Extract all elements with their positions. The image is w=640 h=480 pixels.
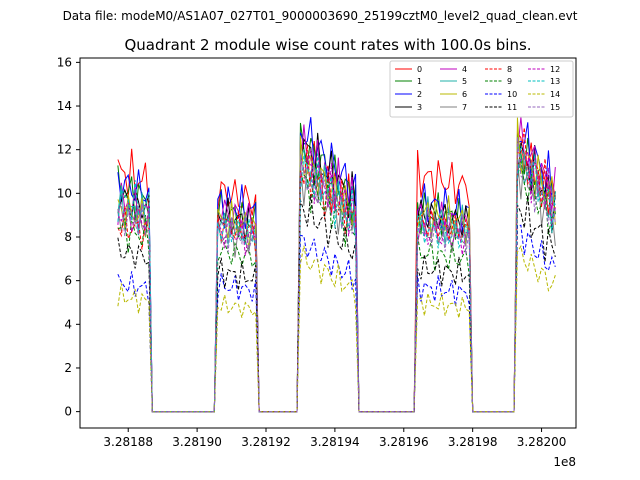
x-offset-label: 1e8 bbox=[553, 455, 576, 469]
legend-label-12: 12 bbox=[550, 65, 560, 74]
legend-label-10: 10 bbox=[507, 90, 517, 99]
y-tick-label: 8 bbox=[64, 230, 72, 244]
y-tick-label: 6 bbox=[64, 274, 72, 288]
x-tick-label: 3.28192 bbox=[241, 435, 291, 449]
legend-label-13: 13 bbox=[550, 77, 560, 86]
legend-label-7: 7 bbox=[462, 103, 467, 112]
chart-title: Quadrant 2 module wise count rates with … bbox=[124, 36, 531, 54]
legend-frame bbox=[389, 60, 574, 118]
x-tick-label: 3.28190 bbox=[172, 435, 222, 449]
legend-label-4: 4 bbox=[462, 65, 467, 74]
legend-label-0: 0 bbox=[417, 65, 422, 74]
x-tick-label: 3.28198 bbox=[448, 435, 498, 449]
x-tick-label: 3.28196 bbox=[379, 435, 429, 449]
x-tick-label: 3.28194 bbox=[310, 435, 360, 449]
legend-label-8: 8 bbox=[507, 65, 512, 74]
series-line-15 bbox=[117, 136, 556, 413]
legend-label-1: 1 bbox=[417, 77, 422, 86]
legend-label-3: 3 bbox=[417, 103, 422, 112]
plot-frame bbox=[79, 57, 577, 429]
x-tick-label: 3.28188 bbox=[103, 435, 153, 449]
legend-label-15: 15 bbox=[550, 103, 560, 112]
y-tick-label: 16 bbox=[57, 55, 72, 69]
y-axis: 0 2 4 6 8 10 12 14 16 bbox=[57, 55, 80, 419]
x-tick-label: 3.28200 bbox=[517, 435, 567, 449]
x-axis: 3.28188 3.28190 3.28192 3.28194 3.28196 3.281… bbox=[103, 428, 566, 449]
y-tick-label: 2 bbox=[64, 361, 72, 375]
figure-suptitle: Data file: modeM0/AS1A07_027T01_90000036… bbox=[63, 9, 578, 23]
y-tick-label: 10 bbox=[57, 186, 72, 200]
legend-label-11: 11 bbox=[507, 103, 517, 112]
legend-label-2: 2 bbox=[417, 90, 422, 99]
legend-label-14: 14 bbox=[550, 90, 560, 99]
y-tick-label: 0 bbox=[64, 405, 72, 419]
y-tick-label: 14 bbox=[57, 99, 72, 113]
y-tick-label: 12 bbox=[57, 143, 72, 157]
series-layer bbox=[117, 116, 556, 413]
legend-label-5: 5 bbox=[462, 77, 467, 86]
legend-label-9: 9 bbox=[507, 77, 512, 86]
y-tick-label: 4 bbox=[64, 317, 72, 331]
legend-label-6: 6 bbox=[462, 90, 467, 99]
